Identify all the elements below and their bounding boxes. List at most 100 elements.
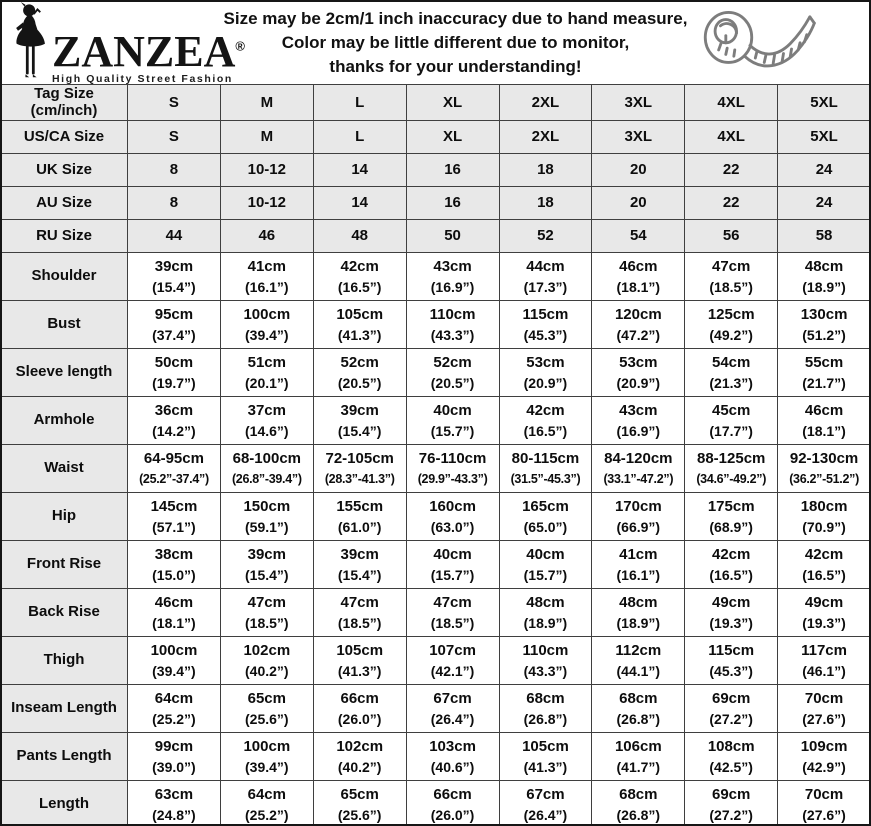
- registered-mark: ®: [235, 37, 245, 53]
- measure-cell: 180cm (70.9”): [777, 491, 869, 541]
- size-cell: 4XL: [684, 84, 779, 121]
- size-cell: 2XL: [498, 84, 593, 121]
- size-cell: 14: [312, 152, 407, 187]
- value-inch: (16.9”): [616, 422, 661, 439]
- measure-cell: 107cm (42.1”): [405, 635, 500, 685]
- table-row: Front Rise 38cm (15.0”) 39cm (15.4”) 39cm (15.…: [2, 539, 869, 589]
- value-cm: 120cm: [614, 305, 662, 323]
- value-inch: (40.2”): [245, 662, 289, 679]
- measure-cell: 40cm (15.7”): [405, 395, 500, 445]
- measure-cell: 99cm (39.0”): [127, 731, 221, 781]
- measure-cell: 155cm (61.0”): [312, 491, 407, 541]
- value-cm: 50cm: [154, 353, 194, 371]
- measure-cell: 42cm (16.5”): [498, 395, 593, 445]
- measure-cell: 53cm (20.9”): [498, 347, 593, 397]
- value-cm: 76-110cm: [418, 449, 487, 467]
- measure-cell: 68cm (26.8”): [591, 779, 686, 824]
- value-inch: (18.5”): [337, 614, 382, 631]
- value-inch: (68.9”): [709, 518, 753, 535]
- measure-cell: 120cm (47.2”): [591, 299, 686, 349]
- value-cm: 165cm: [522, 497, 569, 515]
- value-inch: (26.4”): [523, 806, 568, 823]
- value-inch: (33.1”-47.2”): [603, 471, 674, 486]
- size-cell: 5XL: [777, 84, 869, 121]
- value-cm: 107cm: [429, 641, 476, 659]
- value-cm: 49cm: [804, 593, 844, 611]
- notice-line-2: Color may be little different due to mon…: [281, 33, 630, 52]
- value-cm: 108cm: [707, 737, 755, 755]
- value-cm: 68cm: [619, 689, 658, 707]
- measure-cell: 51cm (20.1”): [219, 347, 314, 397]
- table-row: AU Size 8 10-12 14 16 18 20 22 24: [2, 185, 869, 220]
- value-cm: 51cm: [247, 353, 286, 371]
- value-cm: 105cm: [336, 641, 384, 659]
- value-inch: (26.8”): [616, 806, 661, 823]
- value-cm: 45cm: [712, 401, 751, 419]
- value-inch: (18.9”): [523, 614, 568, 631]
- value-inch: (15.4”): [152, 278, 196, 295]
- measure-cell: 65cm (25.6”): [219, 683, 314, 733]
- brand-logo: ZANZEA® High Quality Street Fashion: [8, 2, 245, 85]
- measure-cell: 68cm (26.8”): [591, 683, 686, 733]
- row-label: RU Size: [2, 218, 128, 253]
- value-inch: (63.0”): [430, 518, 475, 535]
- measure-cell: 165cm (65.0”): [498, 491, 593, 541]
- value-inch: (16.5”): [802, 566, 846, 583]
- row-label: Hip: [2, 491, 128, 541]
- value-inch: (16.5”): [709, 566, 753, 583]
- value-cm: 48cm: [619, 593, 658, 611]
- row-label: Thigh: [2, 635, 128, 685]
- row-label: Front Rise: [2, 539, 128, 589]
- row-label: AU Size: [2, 185, 128, 220]
- measure-cell: 106cm (41.7”): [591, 731, 686, 781]
- value-cm: 130cm: [800, 305, 848, 323]
- value-cm: 105cm: [522, 737, 569, 755]
- value-inch: (65.0”): [523, 518, 568, 535]
- size-cell: 3XL: [591, 119, 686, 154]
- measure-cell: 47cm (18.5”): [219, 587, 314, 637]
- value-inch: (15.7”): [430, 566, 475, 583]
- measure-cell: 69cm (27.2”): [684, 779, 779, 824]
- table-row: Back Rise 46cm (18.1”) 47cm (18.5”) 47cm (18.5…: [2, 587, 869, 637]
- value-inch: (16.5”): [337, 278, 382, 295]
- tape-measure-icon: [699, 5, 817, 82]
- value-cm: 70cm: [804, 689, 844, 707]
- table-row: Armhole 36cm (14.2”) 37cm (14.6”) 39cm (15.4”)…: [2, 395, 869, 445]
- value-inch: (59.1”): [245, 518, 289, 535]
- value-cm: 54cm: [712, 353, 751, 371]
- measure-cell: 43cm (16.9”): [591, 395, 686, 445]
- value-inch: (18.1”): [802, 422, 846, 439]
- value-cm: 66cm: [433, 785, 472, 803]
- value-cm: 117cm: [801, 641, 847, 659]
- measure-cell: 46cm (18.1”): [127, 587, 221, 637]
- value-inch: (15.4”): [245, 566, 289, 583]
- value-inch: (25.6”): [245, 710, 289, 727]
- value-cm: 100cm: [150, 641, 198, 659]
- size-cell: 46: [219, 218, 314, 253]
- size-cell: 58: [777, 218, 869, 253]
- measure-cell: 44cm (17.3”): [498, 251, 593, 301]
- value-inch: (47.2”): [616, 326, 661, 343]
- value-inch: (20.9”): [616, 374, 661, 391]
- value-cm: 72-105cm: [325, 449, 394, 467]
- size-table-body: Tag Size (cm/inch) S M L XL 2XL 3XL 4XL 5XL US/CA…: [2, 84, 869, 824]
- measure-cell: 64-95cm (25.2”-37.4”): [127, 443, 221, 493]
- value-cm: 99cm: [154, 737, 194, 755]
- measure-cell: 103cm (40.6”): [405, 731, 500, 781]
- measure-cell: 92-130cm (36.2”-51.2”): [777, 443, 869, 493]
- value-cm: 84-120cm: [604, 449, 673, 467]
- measure-cell: 102cm (40.2”): [312, 731, 407, 781]
- value-inch: (26.4”): [430, 710, 475, 727]
- table-row: Length 63cm (24.8”) 64cm (25.2”) 65cm (25.6”) 6…: [2, 779, 869, 824]
- value-inch: (27.2”): [709, 710, 753, 727]
- value-inch: (18.5”): [430, 614, 475, 631]
- value-cm: 69cm: [712, 689, 751, 707]
- measure-cell: 43cm (16.9”): [405, 251, 500, 301]
- size-cell: 10-12: [219, 152, 314, 187]
- measure-cell: 65cm (25.6”): [312, 779, 407, 824]
- value-inch: (45.3”): [523, 326, 568, 343]
- measure-cell: 105cm (41.3”): [312, 299, 407, 349]
- size-cell: 56: [684, 218, 779, 253]
- measure-cell: 66cm (26.0”): [312, 683, 407, 733]
- value-inch: (16.9”): [430, 278, 475, 295]
